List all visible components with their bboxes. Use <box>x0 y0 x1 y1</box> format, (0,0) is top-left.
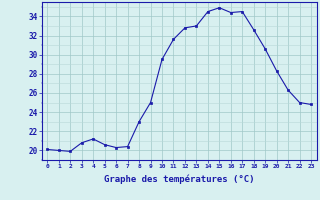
X-axis label: Graphe des températures (°C): Graphe des températures (°C) <box>104 175 254 184</box>
